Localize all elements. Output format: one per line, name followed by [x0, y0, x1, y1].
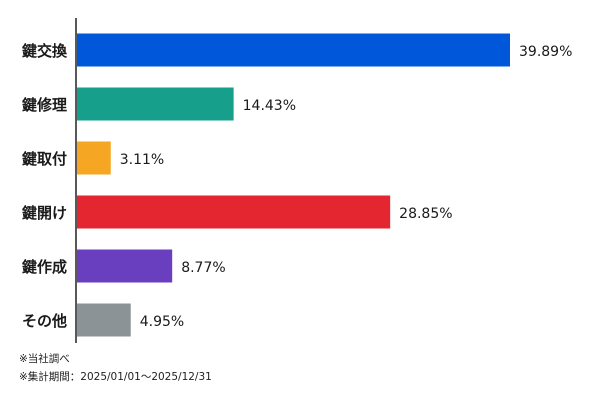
source-note: ※当社調べ [19, 353, 70, 365]
bar [77, 195, 391, 229]
period-note: ※集計期間：2025/01/01〜2025/12/31 [19, 371, 212, 383]
category-label: 鍵作成 [22, 258, 67, 276]
category-label: 鍵開け [22, 204, 67, 222]
bar-chart: 鍵交換 39.89% 鍵修理 14.43% 鍵取付 3.11% 鍵開け 28.85% 鍵作成 8.… [22, 18, 572, 343]
bar [77, 141, 111, 175]
category-label: 鍵交換 [22, 42, 68, 60]
bar [77, 33, 510, 67]
value-label: 28.85% [399, 206, 452, 222]
value-label: 8.77% [181, 260, 225, 276]
bar [77, 87, 234, 121]
bar [77, 249, 173, 283]
bar [77, 303, 131, 337]
value-label: 4.95% [140, 314, 184, 330]
category-label: その他 [22, 312, 67, 330]
category-label: 鍵取付 [22, 150, 67, 168]
value-label: 14.43% [243, 98, 296, 114]
category-label: 鍵修理 [22, 96, 67, 114]
value-label: 3.11% [120, 152, 164, 168]
bars-group: 鍵交換 39.89% 鍵修理 14.43% 鍵取付 3.11% 鍵開け 28.85% 鍵作成 8.… [22, 33, 572, 337]
value-label: 39.89% [519, 44, 572, 60]
